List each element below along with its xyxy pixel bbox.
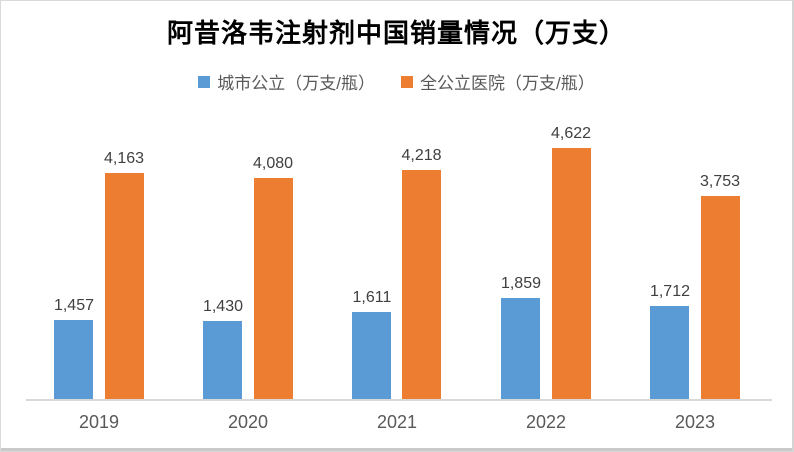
series-column: 4,163 (104, 150, 144, 399)
bar (54, 320, 94, 399)
bar (104, 173, 144, 399)
legend-label: 城市公立（万支/瓶） (217, 74, 375, 93)
bar (501, 298, 541, 399)
bar-group: 1,712 3,753 2023 (620, 1, 770, 451)
legend-swatch-icon (198, 75, 211, 88)
series-column: 1,430 (203, 298, 243, 399)
bar-value-label: 4,622 (551, 125, 592, 142)
bar-pair: 1,611 4,218 (322, 1, 472, 399)
x-axis-category-label: 2023 (674, 412, 716, 432)
bar-group: 1,611 4,218 2021 (322, 1, 472, 451)
series-column: 4,218 (401, 147, 442, 399)
bar-group: 1,430 4,080 2020 (173, 1, 323, 451)
bar-value-label: 1,859 (500, 275, 541, 292)
bar-value-label: 1,712 (649, 283, 690, 300)
bar-group: 1,859 4,622 2022 (471, 1, 621, 451)
bar-value-label: 4,163 (104, 150, 145, 167)
bar (401, 170, 441, 399)
x-axis-category-label: 2019 (78, 412, 120, 432)
series-column: 1,457 (54, 297, 94, 399)
series-column: 1,859 (501, 275, 541, 399)
series-column: 3,753 (700, 173, 740, 399)
x-axis-line (26, 399, 772, 401)
x-axis-category-label: 2020 (227, 412, 269, 432)
x-axis-category-label: 2021 (376, 412, 418, 432)
legend-swatch-icon (401, 75, 413, 88)
bar-value-label: 4,218 (401, 147, 442, 164)
chart-bottom-border (1, 448, 792, 451)
series-column: 4,080 (253, 155, 293, 399)
chart-title: 阿昔洛韦注射剂中国销量情况（万支） (166, 18, 626, 48)
bar-pair: 1,859 4,622 (471, 1, 621, 399)
bar (203, 321, 243, 399)
bar (551, 148, 591, 399)
series-column: 1,712 (650, 283, 690, 399)
x-axis-category-label: 2022 (525, 412, 567, 432)
bar-pair: 1,430 4,080 (173, 1, 323, 399)
bar-group: 1,457 4,163 2019 (24, 1, 174, 451)
legend: 城市公立（万支/瓶） 全公立医院（万支/瓶） (1, 69, 792, 94)
bar-value-label: 1,430 (202, 298, 243, 315)
bar (700, 196, 740, 399)
bar-value-label: 3,753 (700, 173, 741, 190)
bar-value-label: 1,457 (53, 297, 94, 314)
legend-item: 全公立医院（万支/瓶） (401, 69, 595, 94)
bar-value-label: 1,611 (352, 289, 392, 306)
bar (352, 312, 392, 399)
bar (650, 306, 690, 399)
bar (253, 178, 293, 399)
legend-item: 城市公立（万支/瓶） (198, 69, 375, 94)
bar-pair: 1,712 3,753 (620, 1, 770, 399)
bar-pair: 1,457 4,163 (24, 1, 174, 399)
series-column: 4,622 (551, 125, 591, 399)
legend-label: 全公立医院（万支/瓶） (420, 74, 595, 93)
series-column: 1,611 (352, 289, 392, 399)
bar-value-label: 4,080 (253, 155, 294, 172)
